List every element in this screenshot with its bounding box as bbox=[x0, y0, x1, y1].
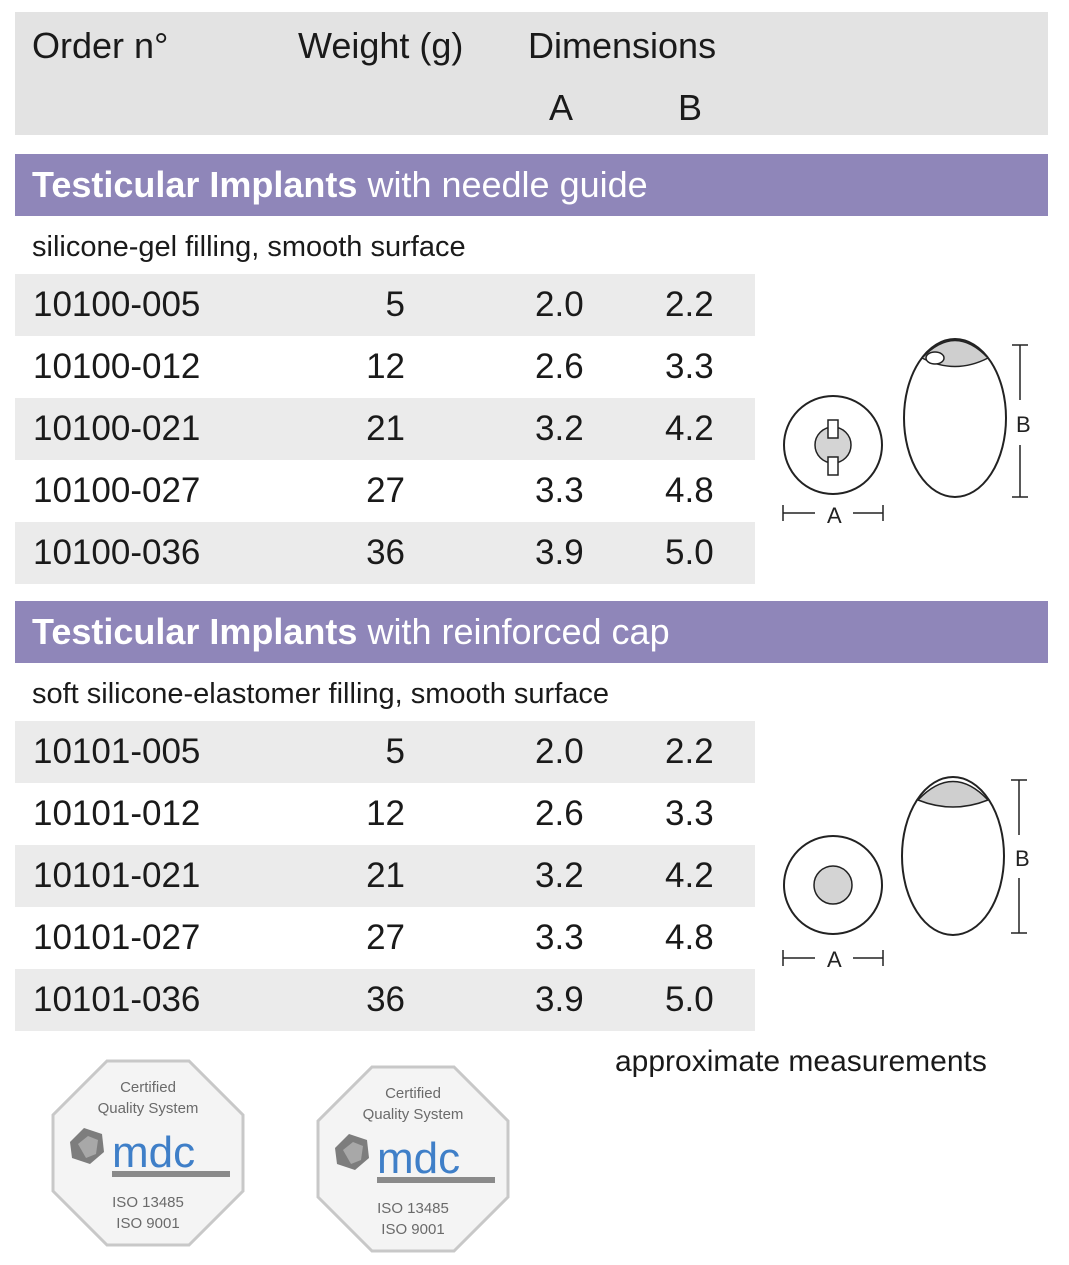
order-number: 10100-027 bbox=[33, 471, 201, 510]
order-number: 10101-021 bbox=[33, 856, 201, 895]
order-number: 10101-036 bbox=[33, 980, 201, 1019]
weight-value: 21 bbox=[366, 409, 405, 448]
badge-brand-text: mdc bbox=[112, 1128, 195, 1177]
approximate-measurements-note: approximate measurements bbox=[615, 1045, 987, 1078]
product-table-reinforced-cap: 10101-005 5 2.0 2.2 10101-012 12 2.6 3.3… bbox=[15, 721, 755, 1031]
dimension-a-value: 2.0 bbox=[535, 285, 584, 324]
dimension-b-value: 5.0 bbox=[665, 980, 714, 1019]
mdc-logo-icon bbox=[70, 1128, 104, 1164]
weight-value: 5 bbox=[385, 285, 405, 324]
table-row: 10100-012 12 2.6 3.3 bbox=[15, 336, 755, 398]
dimension-b-value: 4.8 bbox=[665, 918, 714, 957]
dimension-b-value: 4.8 bbox=[665, 471, 714, 510]
weight-value: 21 bbox=[366, 856, 405, 895]
dimension-b-value: 4.2 bbox=[665, 409, 714, 448]
table-row: 10101-012 12 2.6 3.3 bbox=[15, 783, 755, 845]
dimension-a-label: A bbox=[827, 503, 842, 528]
order-column-header: Order n° bbox=[32, 25, 169, 66]
section-title-bold: Testicular Implants bbox=[32, 611, 358, 652]
product-table-needle-guide: 10100-005 5 2.0 2.2 10100-012 12 2.6 3.3… bbox=[15, 274, 755, 584]
table-row: 10100-027 27 3.3 4.8 bbox=[15, 460, 755, 522]
section-title-rest: with reinforced cap bbox=[357, 611, 670, 652]
table-row: 10101-036 36 3.9 5.0 bbox=[15, 969, 755, 1031]
badge-brand-text: mdc bbox=[377, 1134, 460, 1183]
dimension-a-header: A bbox=[549, 87, 574, 128]
weight-value: 12 bbox=[366, 347, 405, 386]
badge-quality-text: Quality System bbox=[363, 1106, 464, 1123]
order-number: 10101-027 bbox=[33, 918, 201, 957]
dimensions-column-header: Dimensions bbox=[528, 25, 717, 66]
dimension-a-label: A bbox=[827, 947, 842, 970]
table-row: 10100-021 21 3.2 4.2 bbox=[15, 398, 755, 460]
certification-badge: Certified Quality System mdc ISO 13485 I… bbox=[51, 1059, 245, 1247]
order-number: 10100-005 bbox=[33, 285, 201, 324]
dimension-b-value: 2.2 bbox=[665, 732, 714, 771]
section-subtitle: silicone-gel filling, smooth surface bbox=[32, 231, 466, 263]
dimension-a-value: 2.6 bbox=[535, 347, 584, 386]
badge-quality-text: Quality System bbox=[98, 1100, 199, 1117]
table-row: 10101-005 5 2.0 2.2 bbox=[15, 721, 755, 783]
dimension-b-value: 3.3 bbox=[665, 347, 714, 386]
table-row: 10101-021 21 3.2 4.2 bbox=[15, 845, 755, 907]
weight-value: 36 bbox=[366, 980, 405, 1019]
dimension-b-label: B bbox=[1015, 846, 1030, 871]
dimension-b-value: 5.0 bbox=[665, 533, 714, 572]
section-title-bold: Testicular Implants bbox=[32, 164, 358, 205]
implant-diagram-reinforced-cap: B A bbox=[782, 776, 1030, 970]
certification-badge: Certified Quality System mdc ISO 13485 I… bbox=[316, 1065, 510, 1253]
dimension-b-value: 3.3 bbox=[665, 794, 714, 833]
table-row: 10100-005 5 2.0 2.2 bbox=[15, 274, 755, 336]
dimension-a-value: 3.2 bbox=[535, 409, 584, 448]
dimension-b-value: 2.2 bbox=[665, 285, 714, 324]
order-number: 10100-021 bbox=[33, 409, 201, 448]
weight-value: 27 bbox=[366, 471, 405, 510]
badge-iso-9001: ISO 9001 bbox=[381, 1221, 444, 1238]
badge-certified-text: Certified bbox=[385, 1085, 441, 1102]
mdc-logo-icon bbox=[335, 1134, 369, 1170]
dimension-a-value: 3.2 bbox=[535, 856, 584, 895]
dimension-a-value: 2.0 bbox=[535, 732, 584, 771]
order-number: 10101-012 bbox=[33, 794, 201, 833]
weight-column-header: Weight (g) bbox=[298, 25, 464, 66]
section-title-reinforced-cap: Testicular Implants with reinforced cap bbox=[15, 601, 1048, 663]
weight-value: 5 bbox=[385, 732, 405, 771]
weight-value: 27 bbox=[366, 918, 405, 957]
dimension-a-value: 3.3 bbox=[535, 918, 584, 957]
dimension-a-value: 2.6 bbox=[535, 794, 584, 833]
badge-iso-13485: ISO 13485 bbox=[377, 1200, 449, 1217]
section-title-needle-guide: Testicular Implants with needle guide bbox=[15, 154, 1048, 216]
order-number: 10100-036 bbox=[33, 533, 201, 572]
weight-value: 36 bbox=[366, 533, 405, 572]
dimension-a-value: 3.9 bbox=[535, 533, 584, 572]
table-header bbox=[15, 12, 1048, 135]
order-number: 10100-012 bbox=[33, 347, 201, 386]
badge-certified-text: Certified bbox=[120, 1079, 176, 1096]
dimension-b-header: B bbox=[678, 87, 703, 128]
section-title-rest: with needle guide bbox=[357, 164, 648, 205]
order-number: 10101-005 bbox=[33, 732, 201, 771]
weight-value: 12 bbox=[366, 794, 405, 833]
badge-iso-13485: ISO 13485 bbox=[112, 1194, 184, 1211]
table-row: 10101-027 27 3.3 4.8 bbox=[15, 907, 755, 969]
dimension-b-label: B bbox=[1016, 412, 1031, 437]
badge-iso-9001: ISO 9001 bbox=[116, 1215, 179, 1232]
section-subtitle: soft silicone-elastomer filling, smooth … bbox=[32, 678, 610, 710]
dimension-a-value: 3.9 bbox=[535, 980, 584, 1019]
dimension-b-value: 4.2 bbox=[665, 856, 714, 895]
dimension-a-value: 3.3 bbox=[535, 471, 584, 510]
implant-diagram-needle-guide: B A bbox=[782, 338, 1031, 528]
table-row: 10100-036 36 3.9 5.0 bbox=[15, 522, 755, 584]
